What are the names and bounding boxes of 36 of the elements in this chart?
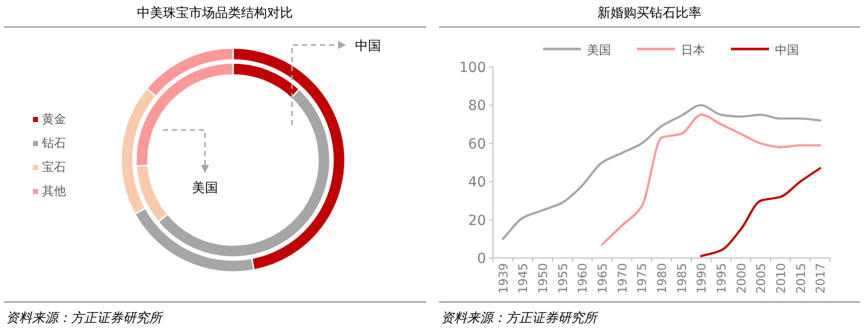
x-tick-label: 1945 (516, 263, 530, 294)
legend-label: 宝石 (42, 160, 66, 174)
x-tick-label: 1995 (714, 263, 728, 294)
x-tick-label: 1965 (596, 263, 610, 294)
legend-label: 其他 (42, 184, 66, 198)
y-tick-label: 80 (468, 98, 486, 114)
x-tick-label: 1939 (496, 263, 510, 294)
legend-label: 中国 (355, 39, 381, 54)
slice-label: 美国 (192, 180, 218, 196)
y-tick-label: 40 (468, 174, 486, 191)
text: 资料来源：方正证券研究所 (441, 310, 599, 326)
x-tick-label: 1975 (635, 263, 650, 294)
legend-label: 日本 (681, 43, 705, 57)
x-tick-label: 1955 (556, 263, 570, 294)
y-tick-label: 100 (459, 60, 486, 76)
x-tick-label: 2017 (814, 263, 828, 294)
x-tick-label: 2010 (774, 263, 788, 294)
x-tick-label: 2005 (754, 263, 768, 294)
text: 资料来源：方正证券研究所 (6, 310, 164, 326)
x-tick-label: 1970 (615, 263, 630, 294)
chart-title: 中美珠宝市场品类结构对比 (137, 5, 293, 21)
x-tick-label: 1960 (576, 263, 590, 294)
legend-label: 美国 (587, 43, 611, 57)
x-tick-label: 1990 (694, 263, 709, 294)
x-tick-label: 1950 (536, 263, 550, 294)
y-tick-label: 60 (468, 136, 486, 152)
y-tick-label: 0 (477, 251, 486, 267)
x-tick-label: 2015 (794, 263, 808, 294)
x-tick-label: 1985 (674, 263, 689, 294)
legend-label: 钻石 (41, 136, 66, 150)
x-tick-label: 2000 (734, 263, 748, 294)
y-tick-label: 20 (468, 212, 486, 229)
chart-title: 新婚购买钻石比率 (598, 5, 702, 21)
legend-label: 黄金 (42, 112, 66, 126)
legend-label: 中国 (775, 43, 799, 57)
x-tick-label: 1980 (655, 263, 669, 294)
